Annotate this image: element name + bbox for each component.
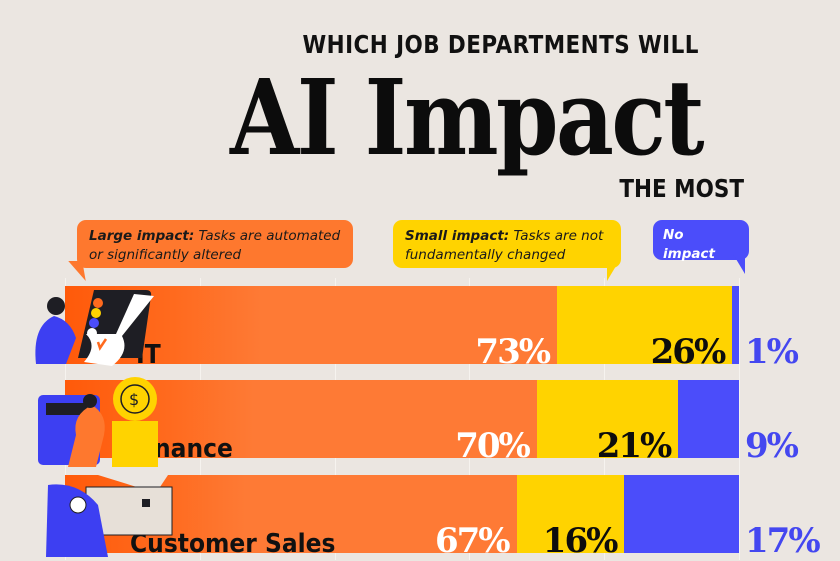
it-worker-illustration-icon bbox=[35, 290, 154, 366]
speech-tail bbox=[607, 261, 619, 281]
data-label-large-impact: 73% bbox=[475, 332, 551, 372]
coin-ring bbox=[120, 384, 150, 414]
dollar-icon: $ bbox=[129, 390, 139, 409]
sales-worker-illustration-icon bbox=[46, 475, 173, 557]
bar-segment-small-impact bbox=[516, 475, 625, 553]
data-label-no-impact: 9% bbox=[745, 426, 799, 466]
data-label-large-impact: 67% bbox=[434, 521, 511, 561]
data-label-small-impact: 16% bbox=[542, 521, 619, 561]
body-shape bbox=[35, 316, 76, 364]
grid-line bbox=[739, 278, 740, 560]
bar-segment-no-impact bbox=[624, 475, 739, 553]
bar-segment-no-impact bbox=[732, 286, 739, 364]
bar-segment-small-impact bbox=[557, 286, 733, 364]
dot-icon bbox=[91, 308, 101, 318]
body-shape bbox=[46, 484, 108, 557]
title-top: WHICH JOB DEPARTMENTS WILL bbox=[302, 30, 699, 59]
coin-icon bbox=[113, 377, 157, 421]
legend-small-impact: Small impact: Tasks are not fundamentall… bbox=[393, 220, 621, 281]
head-shape bbox=[69, 496, 87, 514]
head-shape bbox=[47, 297, 65, 315]
data-label-small-impact: 26% bbox=[650, 332, 727, 372]
bar-segment-small-impact bbox=[536, 380, 679, 458]
legend-small-impact-text: Tasks are not fundamentally changed bbox=[405, 228, 604, 263]
dot-icon bbox=[89, 318, 99, 328]
data-label-no-impact: 17% bbox=[745, 521, 821, 561]
title-main: AI Impact bbox=[230, 56, 704, 179]
head-shape bbox=[83, 394, 97, 408]
data-label-small-impact: 21% bbox=[596, 426, 673, 466]
speech-tail bbox=[733, 254, 745, 274]
data-label-large-impact: 70% bbox=[455, 426, 531, 466]
legend-large-impact-bold: Large impact: bbox=[89, 228, 195, 244]
title-bottom: THE MOST bbox=[619, 174, 744, 203]
finance-worker-illustration-icon: $ bbox=[38, 377, 158, 467]
data-label-no-impact: 1% bbox=[745, 332, 799, 372]
legend-no-impact-text: No impact bbox=[663, 227, 715, 262]
coin-stack-shape bbox=[112, 421, 158, 467]
box-label bbox=[142, 499, 150, 507]
legend-no-impact: No impact bbox=[653, 220, 749, 274]
person-shape bbox=[68, 405, 105, 467]
dot-icon bbox=[93, 298, 103, 308]
legend-small-impact-bold: Small impact: bbox=[405, 228, 510, 244]
bar-segment-no-impact bbox=[678, 380, 739, 458]
calculator-screen bbox=[46, 403, 92, 415]
bar-row: Finance 70% 21% 9% bbox=[65, 380, 799, 466]
legend-large-impact-text: Tasks are automated or significantly alt… bbox=[89, 228, 341, 263]
speech-tail bbox=[68, 261, 86, 281]
legend-large-impact: Large impact: Tasks are automated or sig… bbox=[68, 220, 353, 281]
check-icon bbox=[96, 338, 108, 351]
